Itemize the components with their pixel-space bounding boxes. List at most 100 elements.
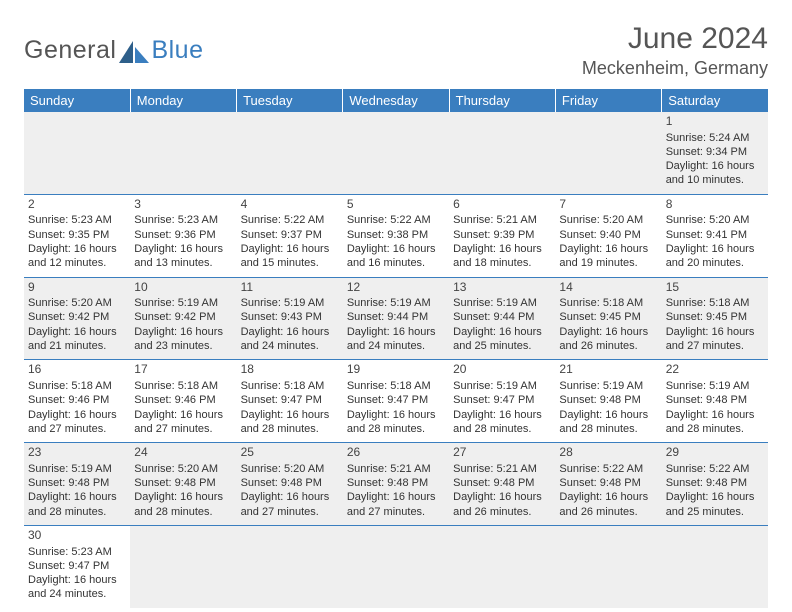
brand-part1: General [24,36,116,65]
title-location: Meckenheim, Germany [582,58,768,79]
calendar-row: 23Sunrise: 5:19 AMSunset: 9:48 PMDayligh… [24,443,768,526]
daylight-line: Daylight: 16 hours [559,408,657,422]
daylight-line: Daylight: 16 hours [347,325,445,339]
calendar-cell [343,525,449,607]
day-number: 26 [347,445,445,461]
calendar-cell: 20Sunrise: 5:19 AMSunset: 9:47 PMDayligh… [449,360,555,443]
sunset-line: Sunset: 9:46 PM [28,393,126,407]
calendar-header-row: Sunday Monday Tuesday Wednesday Thursday… [24,89,768,112]
page-header: General Blue June 2024 Meckenheim, Germa… [24,22,768,79]
sunrise-line: Sunrise: 5:19 AM [28,462,126,476]
sunset-line: Sunset: 9:48 PM [28,476,126,490]
daylight-line: and 28 minutes. [559,422,657,436]
calendar-cell: 17Sunrise: 5:18 AMSunset: 9:46 PMDayligh… [130,360,236,443]
daylight-line: Daylight: 16 hours [134,242,232,256]
sunset-line: Sunset: 9:42 PM [28,310,126,324]
daylight-line: and 26 minutes. [453,505,551,519]
sunset-line: Sunset: 9:48 PM [347,476,445,490]
daylight-line: and 13 minutes. [134,256,232,270]
sunset-line: Sunset: 9:34 PM [666,145,764,159]
title-month: June 2024 [582,22,768,56]
daylight-line: and 19 minutes. [559,256,657,270]
sunset-line: Sunset: 9:41 PM [666,228,764,242]
calendar-cell: 16Sunrise: 5:18 AMSunset: 9:46 PMDayligh… [24,360,130,443]
sunset-line: Sunset: 9:37 PM [241,228,339,242]
day-number: 1 [666,114,764,130]
daylight-line: and 27 minutes. [666,339,764,353]
sunrise-line: Sunrise: 5:20 AM [28,296,126,310]
sunset-line: Sunset: 9:40 PM [559,228,657,242]
daylight-line: Daylight: 16 hours [134,325,232,339]
daylight-line: Daylight: 16 hours [134,408,232,422]
day-number: 22 [666,362,764,378]
day-number: 29 [666,445,764,461]
sunrise-line: Sunrise: 5:18 AM [28,379,126,393]
daylight-line: and 25 minutes. [666,505,764,519]
calendar-cell: 24Sunrise: 5:20 AMSunset: 9:48 PMDayligh… [130,443,236,526]
daylight-line: and 10 minutes. [666,173,764,187]
calendar-cell [555,525,661,607]
calendar-cell: 21Sunrise: 5:19 AMSunset: 9:48 PMDayligh… [555,360,661,443]
daylight-line: and 23 minutes. [134,339,232,353]
daylight-line: Daylight: 16 hours [453,490,551,504]
calendar-cell: 14Sunrise: 5:18 AMSunset: 9:45 PMDayligh… [555,277,661,360]
daylight-line: and 26 minutes. [559,505,657,519]
daylight-line: Daylight: 16 hours [241,408,339,422]
calendar-row: 9Sunrise: 5:20 AMSunset: 9:42 PMDaylight… [24,277,768,360]
sunset-line: Sunset: 9:38 PM [347,228,445,242]
day-number: 20 [453,362,551,378]
sunrise-line: Sunrise: 5:19 AM [559,379,657,393]
weekday-header: Monday [130,89,236,112]
weekday-header: Saturday [662,89,768,112]
sunrise-line: Sunrise: 5:22 AM [559,462,657,476]
day-number: 12 [347,280,445,296]
sunrise-line: Sunrise: 5:18 AM [559,296,657,310]
sunrise-line: Sunrise: 5:21 AM [453,213,551,227]
sunrise-line: Sunrise: 5:18 AM [347,379,445,393]
day-number: 6 [453,197,551,213]
daylight-line: Daylight: 16 hours [28,490,126,504]
sunset-line: Sunset: 9:48 PM [666,393,764,407]
sunrise-line: Sunrise: 5:22 AM [241,213,339,227]
day-number: 2 [28,197,126,213]
day-number: 7 [559,197,657,213]
daylight-line: Daylight: 16 hours [347,490,445,504]
sunset-line: Sunset: 9:48 PM [559,393,657,407]
calendar-cell: 27Sunrise: 5:21 AMSunset: 9:48 PMDayligh… [449,443,555,526]
sunset-line: Sunset: 9:48 PM [134,476,232,490]
calendar-cell: 26Sunrise: 5:21 AMSunset: 9:48 PMDayligh… [343,443,449,526]
daylight-line: and 25 minutes. [453,339,551,353]
daylight-line: Daylight: 16 hours [28,242,126,256]
sunrise-line: Sunrise: 5:22 AM [666,462,764,476]
sunset-line: Sunset: 9:35 PM [28,228,126,242]
day-number: 11 [241,280,339,296]
sunrise-line: Sunrise: 5:19 AM [241,296,339,310]
daylight-line: Daylight: 16 hours [241,242,339,256]
sunrise-line: Sunrise: 5:22 AM [347,213,445,227]
daylight-line: and 28 minutes. [347,422,445,436]
calendar-cell: 4Sunrise: 5:22 AMSunset: 9:37 PMDaylight… [237,194,343,277]
calendar-cell: 22Sunrise: 5:19 AMSunset: 9:48 PMDayligh… [662,360,768,443]
daylight-line: and 28 minutes. [134,505,232,519]
calendar-cell: 29Sunrise: 5:22 AMSunset: 9:48 PMDayligh… [662,443,768,526]
daylight-line: and 16 minutes. [347,256,445,270]
daylight-line: and 24 minutes. [241,339,339,353]
calendar-cell: 11Sunrise: 5:19 AMSunset: 9:43 PMDayligh… [237,277,343,360]
sunset-line: Sunset: 9:48 PM [241,476,339,490]
calendar-cell: 10Sunrise: 5:19 AMSunset: 9:42 PMDayligh… [130,277,236,360]
day-number: 16 [28,362,126,378]
title-block: June 2024 Meckenheim, Germany [582,22,768,79]
calendar-cell: 30Sunrise: 5:23 AMSunset: 9:47 PMDayligh… [24,525,130,607]
calendar-cell: 3Sunrise: 5:23 AMSunset: 9:36 PMDaylight… [130,194,236,277]
daylight-line: and 18 minutes. [453,256,551,270]
calendar-cell: 9Sunrise: 5:20 AMSunset: 9:42 PMDaylight… [24,277,130,360]
calendar-cell [130,525,236,607]
calendar-cell [237,112,343,194]
daylight-line: Daylight: 16 hours [28,325,126,339]
daylight-line: Daylight: 16 hours [241,490,339,504]
day-number: 23 [28,445,126,461]
day-number: 9 [28,280,126,296]
daylight-line: Daylight: 16 hours [453,242,551,256]
day-number: 5 [347,197,445,213]
calendar-cell [449,525,555,607]
